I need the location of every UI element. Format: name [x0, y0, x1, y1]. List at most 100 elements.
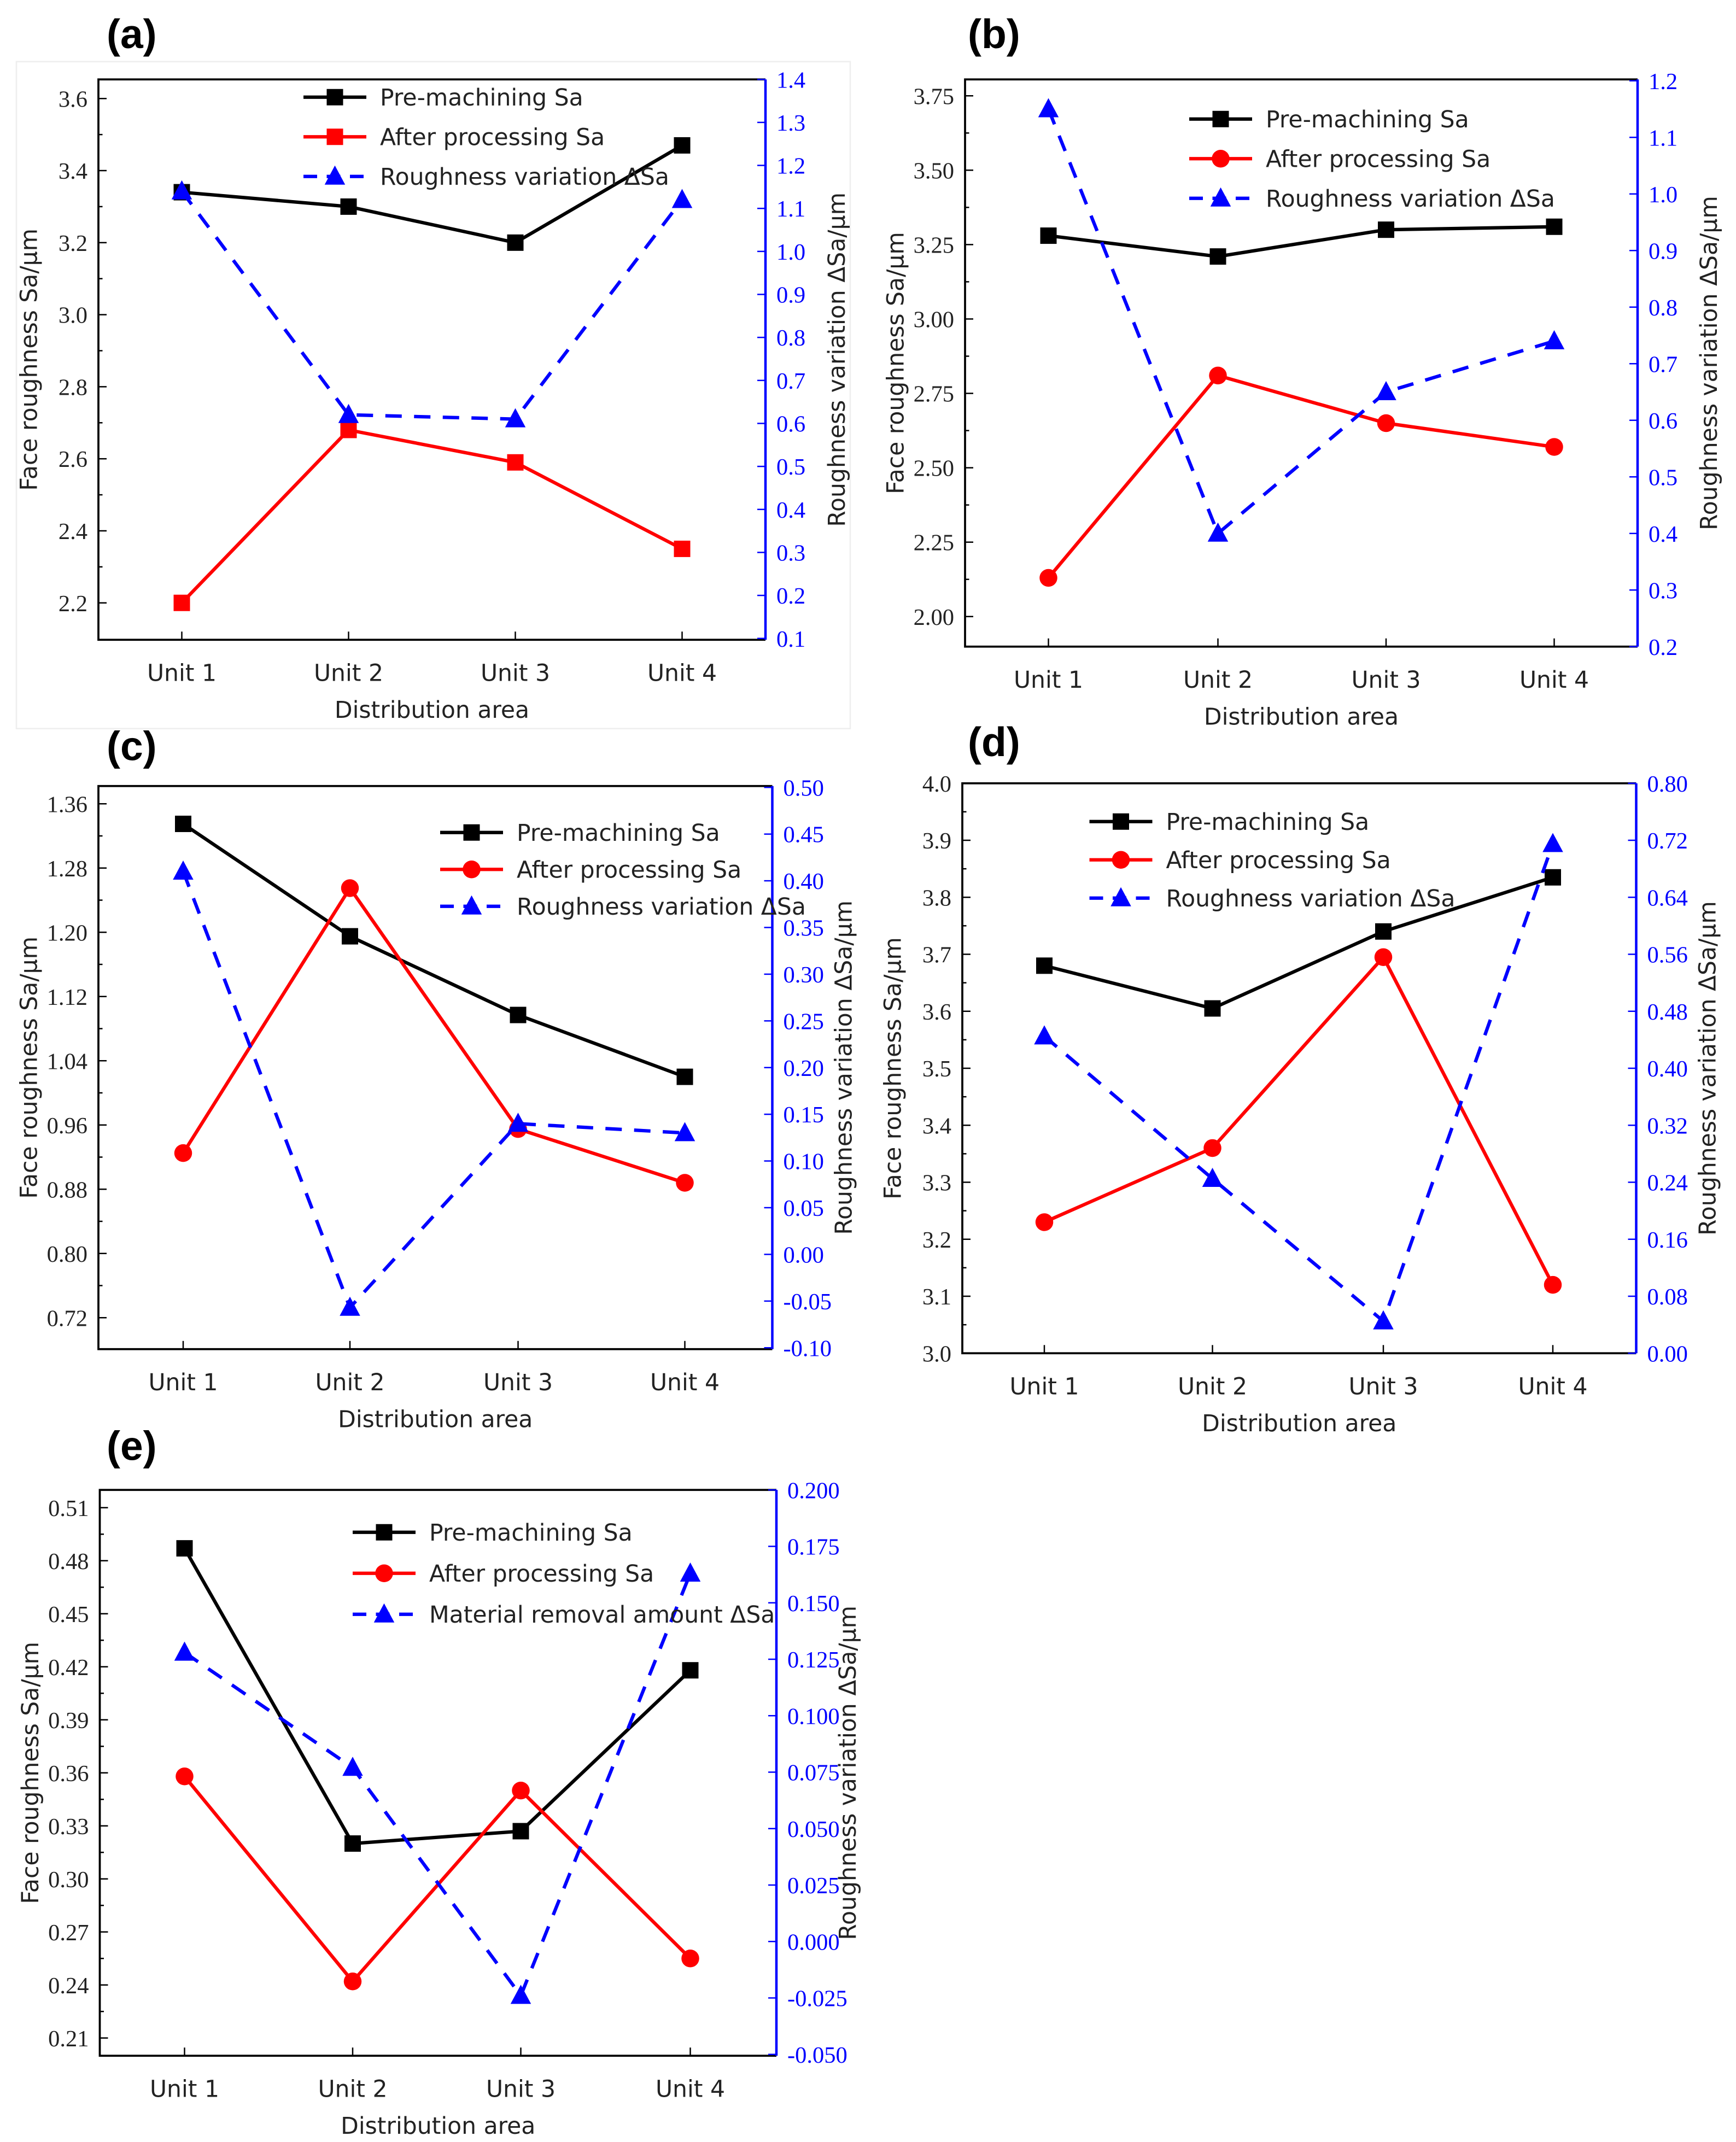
right-tick-label: 0.8: [1649, 295, 1677, 321]
data-point: [1202, 1167, 1223, 1187]
data-point: [340, 198, 357, 215]
data-point: [682, 1662, 699, 1679]
data-point: [342, 928, 358, 945]
right-axis-label: Roughness variation ΔSa/μm: [1696, 196, 1723, 530]
legend-label: After processing Sa: [429, 1561, 654, 1588]
left-tick-label: 4.0: [922, 771, 951, 797]
x-tick-label: Unit 1: [150, 2076, 219, 2103]
x-axis-label: Distribution area: [1202, 1411, 1396, 1437]
legend-marker: [373, 1603, 395, 1623]
series-after-processing: [1035, 948, 1562, 1294]
legend-marker: [1212, 150, 1230, 168]
data-point: [1203, 1139, 1221, 1157]
left-tick-label: 2.4: [59, 519, 87, 545]
left-tick-label: 3.4: [59, 159, 87, 184]
legend-marker: [463, 861, 481, 879]
right-tick-label: 0.64: [1647, 885, 1688, 911]
data-point: [1546, 218, 1563, 235]
legend-label: Roughness variation ΔSa: [1166, 886, 1456, 912]
legend-marker: [1210, 187, 1231, 207]
left-tick-label: 3.6: [922, 999, 951, 1025]
x-axis-label: Distribution area: [341, 2113, 535, 2140]
left-tick-label: 2.00: [914, 605, 954, 630]
series-pre-machining: [175, 815, 693, 1085]
right-tick-label: 0.5: [776, 454, 805, 480]
right-tick-label: 0.48: [1647, 999, 1688, 1025]
right-tick-label: 1.0: [1649, 182, 1677, 208]
data-point: [507, 454, 524, 471]
panel-label: (d): [968, 719, 1020, 765]
right-tick-label: 0.100: [787, 1704, 840, 1729]
series-delta-sa: [171, 180, 693, 428]
right-tick-label: 0.25: [784, 1009, 824, 1034]
left-tick-label: 0.48: [48, 1549, 89, 1575]
x-tick-label: Unit 1: [147, 660, 217, 687]
right-tick-label: 0.32: [1647, 1113, 1688, 1139]
legend-label: Pre-machining Sa: [380, 85, 583, 112]
right-tick-label: 0.20: [784, 1056, 824, 1081]
data-point: [1545, 869, 1561, 886]
data-point: [1542, 833, 1563, 852]
x-tick-label: Unit 4: [647, 660, 717, 687]
data-point: [175, 815, 191, 832]
legend-label: Pre-machining Sa: [1166, 809, 1370, 836]
legend-marker: [324, 165, 346, 185]
data-point: [671, 189, 693, 208]
data-point: [341, 879, 359, 897]
data-point: [1035, 1213, 1054, 1231]
legend-label: Pre-machining Sa: [429, 1520, 633, 1547]
legend-marker: [326, 128, 343, 145]
left-tick-label: 1.28: [47, 856, 87, 882]
right-tick-label: 0.000: [787, 1929, 840, 1955]
series-pre-machining: [1036, 869, 1561, 1017]
panel-label: (b): [968, 11, 1020, 57]
right-tick-label: 0.4: [1649, 522, 1677, 547]
series-line: [1044, 875, 1553, 1010]
right-tick-label: 0.075: [787, 1760, 840, 1786]
right-tick-label: 0.2: [1649, 635, 1677, 660]
series-line: [182, 822, 686, 1079]
series-line: [1048, 225, 1554, 259]
series-delta-sa: [173, 861, 695, 1316]
right-tick-label: 1.1: [1649, 125, 1677, 151]
data-point: [176, 1540, 193, 1557]
data-point: [174, 1144, 192, 1162]
series-line: [183, 1547, 692, 1846]
chart-c: (c) 0.72 0.80 0.88 0.96 1.04 1.12 1.20 1.28 1.36 -…: [16, 723, 858, 1433]
data-point: [676, 1174, 694, 1192]
x-tick-label: Unit 3: [481, 660, 550, 687]
data-point: [510, 1006, 527, 1023]
x-tick-label: Unit 2: [1178, 1373, 1247, 1400]
left-tick-label: 3.7: [922, 943, 951, 968]
right-tick-label: 0.00: [1647, 1341, 1688, 1367]
legend-label: Roughness variation ΔSa: [1266, 186, 1555, 213]
left-tick-label: 2.6: [59, 447, 87, 472]
data-point: [1544, 330, 1565, 349]
right-tick-label: 0.24: [1647, 1171, 1688, 1196]
data-point: [681, 1950, 699, 1968]
series-line: [180, 190, 683, 421]
left-tick-label: 3.4: [922, 1113, 951, 1139]
right-tick-label: 0.7: [776, 368, 805, 394]
series-delta-sa: [174, 1562, 701, 2004]
data-point: [674, 137, 691, 154]
legend-marker: [1113, 813, 1129, 830]
data-point: [1209, 366, 1227, 385]
left-tick-label: 2.25: [914, 530, 954, 556]
left-tick-label: 0.24: [48, 1973, 89, 1999]
data-point: [174, 1641, 195, 1661]
plot-frame: [97, 785, 773, 1350]
legend-label: After processing Sa: [517, 857, 741, 883]
data-point: [173, 594, 190, 611]
legend-marker: [375, 1564, 393, 1582]
legend-label: After processing Sa: [1166, 847, 1391, 874]
data-point: [343, 1973, 362, 1991]
data-point: [1038, 98, 1059, 118]
legend-marker: [1112, 851, 1130, 869]
right-tick-label: 0.9: [1649, 238, 1677, 264]
data-point: [171, 180, 192, 200]
series-line: [183, 1775, 692, 1985]
right-tick-label: 1.4: [776, 67, 805, 93]
right-axis-label: Roughness variation ΔSa/μm: [835, 1606, 862, 1940]
